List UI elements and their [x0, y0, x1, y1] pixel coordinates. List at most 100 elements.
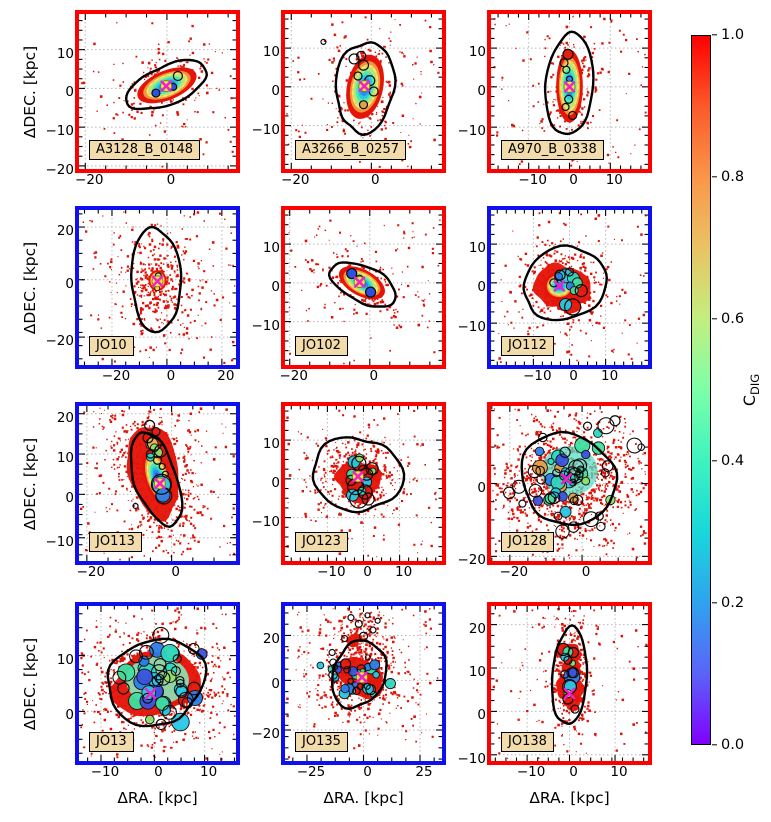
aperture-circles	[559, 48, 578, 121]
panel-A970_B_0338: −10 0 10 10 0 −10 A970_B_0338	[458, 10, 652, 188]
galaxy-center-marker	[151, 275, 164, 288]
panel-JO112: −10 0 10 10 0 −10 JO112	[458, 206, 652, 384]
y-tick-label: −10	[457, 123, 487, 140]
colorbar-gradient	[691, 35, 711, 745]
emission-speckles	[286, 16, 440, 168]
x-tick-label: 10	[200, 764, 218, 780]
y-tick-label: 0	[271, 676, 280, 693]
y-tick-label: 10	[262, 44, 280, 61]
panel-JO10: −20 0 20 20 0 −20 JO10	[46, 206, 240, 384]
panel-A3266_B_0257: −20 0 10 0 −10 A3266_B_0257	[252, 10, 446, 188]
x-tick-label: 0	[166, 172, 176, 188]
galaxy-label: JO138	[501, 732, 554, 752]
galaxy-contour	[522, 244, 608, 322]
colorbar-title-sub: DIG	[748, 373, 763, 395]
panel-plot	[491, 406, 648, 561]
y-tick-label: 20	[468, 620, 486, 637]
y-tick-label: 10	[262, 240, 280, 257]
y-tick-label: 0	[271, 474, 280, 491]
galaxy-label: JO123	[295, 532, 348, 552]
y-tick-label: −20	[45, 161, 75, 178]
galaxy-contour	[125, 58, 208, 111]
panel-plot	[491, 14, 648, 169]
galaxy-contour	[550, 624, 589, 725]
galaxy-contour	[334, 41, 397, 136]
y-tick-label: −20	[45, 333, 75, 350]
emission-speckles	[288, 211, 441, 365]
y-tick-label: 0	[477, 707, 486, 724]
y-tick-label: 20	[262, 631, 280, 648]
y-tick-label: 10	[468, 664, 486, 680]
galaxy-contour	[331, 639, 388, 710]
galaxy-center-marker	[160, 80, 173, 92]
x-tick-label: −10	[516, 764, 546, 780]
galaxy-label: JO13	[89, 732, 134, 752]
galaxy-center-marker	[560, 473, 573, 485]
x-tick-label: −20	[279, 368, 308, 384]
galaxy-contour	[520, 430, 619, 527]
panel-JO123: −10 0 10 10 0 −10 JO123	[252, 402, 446, 580]
aperture-circles	[502, 415, 646, 539]
x-tick-label: −25	[296, 764, 326, 780]
galaxy-label: JO112	[501, 336, 554, 356]
x-tick-label: 0	[371, 172, 380, 188]
x-tick-label: 0	[369, 368, 379, 384]
y-tick-label: 0	[477, 82, 486, 99]
y-axis-label: ΔDEC. [kpc]	[21, 241, 39, 334]
colorbar-tick-label: 0.6	[721, 311, 745, 327]
y-tick-label: 0	[65, 707, 74, 724]
x-tick-label: −20	[101, 368, 131, 384]
panel-JO135: −25 0 25 20 0 −20 JO135	[252, 602, 446, 780]
galaxy-center-marker	[563, 687, 576, 700]
x-tick-label: 0	[569, 172, 578, 188]
y-tick-label: −20	[457, 552, 487, 569]
x-tick-label: −10	[523, 368, 552, 384]
y-tick-label: 10	[56, 450, 74, 467]
panel-JO113: −20 0 20 10 0 −10 JO113	[46, 402, 240, 580]
x-tick-label: 0	[363, 764, 372, 780]
x-tick-label: −20	[76, 564, 106, 580]
colorbar-tick-label: 1.0	[721, 27, 745, 43]
y-tick-label: −10	[45, 123, 75, 140]
x-tick-label: 10	[395, 564, 413, 580]
y-tick-label: 10	[468, 240, 486, 257]
x-tick-label: 25	[415, 764, 433, 780]
galaxy-label: JO102	[295, 336, 348, 356]
x-tick-label: 0	[363, 564, 372, 580]
galaxy-label: JO10	[89, 336, 134, 356]
galaxy-label: A3128_B_0148	[89, 140, 200, 160]
y-tick-label: 10	[468, 44, 486, 61]
x-axis-label: ΔRA. [kpc]	[529, 789, 610, 807]
panel-plot	[285, 14, 442, 169]
y-tick-label: 0	[65, 275, 74, 292]
y-axis-label: ΔDEC. [kpc]	[21, 45, 39, 138]
y-tick-label: −10	[251, 317, 281, 334]
panel-JO13: −10 0 10 10 0 JO13	[57, 602, 240, 780]
x-tick-label: 0	[171, 564, 180, 580]
aperture-circles	[320, 38, 379, 110]
galaxy-contour	[130, 225, 183, 334]
galaxy-label: JO128	[501, 532, 554, 552]
panel-plot	[285, 210, 442, 365]
x-tick-label: −20	[75, 172, 104, 188]
colorbar-tick-label: 0.0	[721, 737, 745, 753]
panel-A3128_B_0148: −20 0 10 0 −10 −20 A3128_B_0148	[46, 10, 240, 188]
galaxy-contour	[543, 30, 595, 136]
aperture-circles	[328, 612, 381, 696]
colorbar-title: CDIG	[740, 374, 762, 406]
galaxy-center-marker	[352, 470, 364, 483]
galaxy-center-marker	[358, 80, 371, 92]
panel-JO102: −20 0 10 0 −10 JO102	[252, 206, 446, 384]
y-tick-label: 20	[56, 409, 74, 426]
galaxy-center-marker	[144, 687, 157, 700]
colorbar-tick-label: 0.4	[721, 453, 745, 469]
colorbar-tick-label: 0.2	[721, 595, 745, 611]
galaxy-contour	[129, 431, 184, 528]
galaxy-contour	[327, 261, 397, 308]
x-tick-label: −10	[518, 172, 547, 188]
panel-plot	[79, 210, 236, 365]
x-tick-label: 0	[569, 764, 578, 780]
panel-plot	[79, 606, 236, 761]
y-tick-label: −10	[457, 750, 487, 767]
